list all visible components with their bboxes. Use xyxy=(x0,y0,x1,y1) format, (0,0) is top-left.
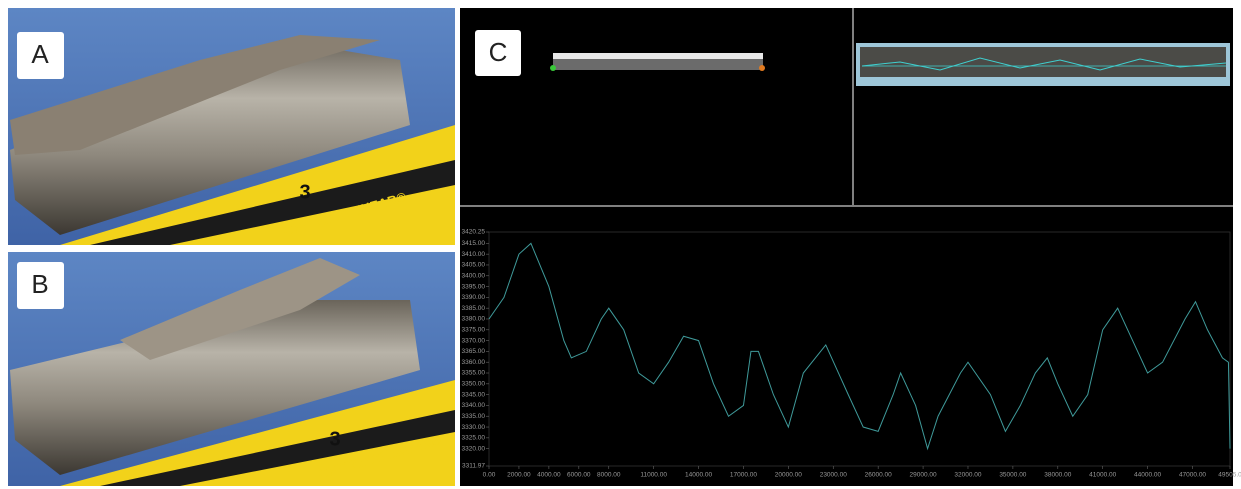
y-tick-label: 3350.00 xyxy=(462,381,486,388)
y-tick-label: 3320.00 xyxy=(462,445,486,452)
y-tick-label: 3385.00 xyxy=(462,305,486,312)
panel-label: A xyxy=(31,39,49,69)
y-tick-label: 3325.00 xyxy=(462,435,486,442)
y-tick-label: 3415.00 xyxy=(462,240,486,247)
x-tick-label: 8000.00 xyxy=(597,472,621,479)
y-tick-label: 3330.00 xyxy=(462,424,486,431)
y-tick-label: 3390.00 xyxy=(462,294,486,301)
y-tick-label: 3335.00 xyxy=(462,413,486,420)
x-tick-label: 41000.00 xyxy=(1089,472,1116,479)
x-tick-label: 35000.00 xyxy=(999,472,1026,479)
x-tick-label: 44000.00 xyxy=(1134,472,1161,479)
x-tick-label: 14000.00 xyxy=(685,472,712,479)
figure: 3 OPTIRECTILINEAR® A 3 OPTIRECTILINEAR® … xyxy=(0,0,1241,489)
y-tick-label: 3360.00 xyxy=(462,359,486,366)
y-tick-label: 3405.00 xyxy=(462,262,486,269)
y-tick-label: 3340.00 xyxy=(462,402,486,409)
photo-b: 3 OPTIRECTILINEAR® B xyxy=(8,252,455,486)
photo-a: 3 OPTIRECTILINEAR® A xyxy=(8,8,455,245)
y-tick-label: 3420.25 xyxy=(462,229,486,236)
panel-label: C xyxy=(489,37,508,67)
x-tick-label: 23000.00 xyxy=(820,472,847,479)
panel-label: B xyxy=(31,269,48,299)
y-tick-label: 3355.00 xyxy=(462,370,486,377)
y-tick-label: 3370.00 xyxy=(462,337,486,344)
y-tick-label: 3395.00 xyxy=(462,283,486,290)
x-tick-label: 20000.00 xyxy=(775,472,802,479)
y-tick-label: 3400.00 xyxy=(462,272,486,279)
x-tick-label: 26000.00 xyxy=(865,472,892,479)
x-tick-label: 38000.00 xyxy=(1044,472,1071,479)
x-tick-label: 2000.00 xyxy=(507,472,531,479)
y-tick-label: 3345.00 xyxy=(462,391,486,398)
x-tick-label: 4000.00 xyxy=(537,472,561,479)
x-tick-label: 11000.00 xyxy=(640,472,667,479)
y-tick-label: 3410.00 xyxy=(462,251,486,258)
x-tick-label: 17000.00 xyxy=(730,472,757,479)
x-tick-label: 32000.00 xyxy=(954,472,981,479)
panel-c: C xyxy=(460,8,1233,486)
y-tick-label: 3311.97 xyxy=(462,463,485,470)
x-tick-label: 49505.0 xyxy=(1218,472,1241,479)
scale-number: 3 xyxy=(299,181,310,203)
y-tick-label: 3365.00 xyxy=(462,348,486,355)
x-tick-label: 29000.00 xyxy=(910,472,937,479)
scale-number: 3 xyxy=(329,428,340,450)
x-tick-label: 0.00 xyxy=(483,472,496,479)
y-tick-label: 3375.00 xyxy=(462,327,486,334)
x-tick-label: 6000.00 xyxy=(567,472,591,479)
x-tick-label: 47000.00 xyxy=(1179,472,1206,479)
y-tick-label: 3380.00 xyxy=(462,316,486,323)
